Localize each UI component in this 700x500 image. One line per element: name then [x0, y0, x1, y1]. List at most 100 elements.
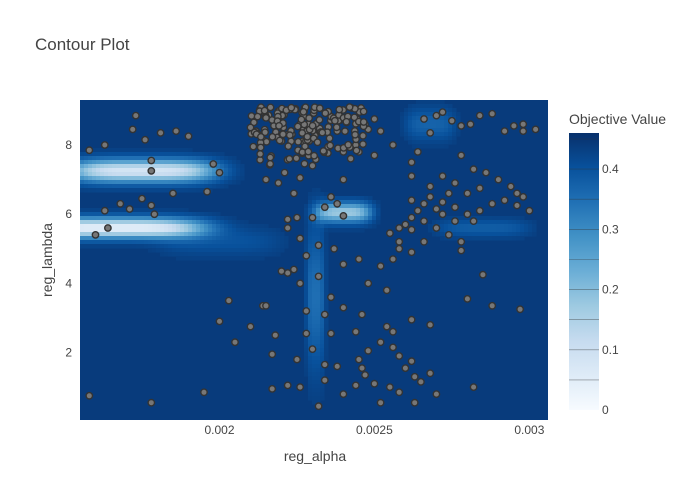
trial-point — [346, 154, 355, 163]
trial-point — [313, 138, 322, 147]
trial-point — [215, 168, 224, 177]
colorbar-tick-label: 0.3 — [602, 222, 619, 236]
trial-point — [341, 127, 349, 136]
trial-point — [531, 125, 540, 134]
trial-point — [444, 189, 453, 198]
trial-point — [395, 224, 404, 232]
trial-point — [293, 355, 301, 364]
trial-point — [296, 279, 304, 288]
trial-point — [141, 135, 150, 144]
trial-point — [100, 206, 109, 215]
trial-point — [128, 125, 137, 134]
trial-point — [432, 224, 441, 232]
trial-point — [359, 118, 368, 126]
trial-point — [321, 109, 330, 118]
trial-point — [297, 115, 306, 124]
trial-point — [253, 112, 262, 121]
trial-point — [426, 369, 435, 378]
colorbar-gradient — [569, 133, 599, 410]
trial-point — [302, 329, 311, 338]
trial-point — [339, 303, 348, 312]
trial-points — [85, 103, 540, 411]
trial-point — [268, 384, 277, 393]
trial-point — [475, 111, 484, 120]
y-tick-label: 6 — [65, 207, 72, 221]
trial-point — [308, 345, 317, 353]
trial-point — [488, 199, 497, 208]
trial-point — [407, 172, 416, 181]
trial-point — [457, 122, 466, 130]
trial-point — [246, 123, 255, 132]
trial-point — [156, 128, 165, 137]
trial-point — [274, 179, 283, 187]
trial-point — [305, 114, 313, 123]
trial-point — [407, 357, 416, 366]
trial-point — [420, 237, 428, 246]
trial-point — [147, 201, 156, 210]
y-tick-label: 2 — [65, 346, 72, 360]
trial-point — [314, 241, 323, 250]
trial-point — [333, 362, 342, 371]
trial-point — [284, 142, 293, 151]
trial-point — [260, 106, 269, 115]
trial-point — [451, 203, 459, 212]
trial-point — [279, 130, 287, 139]
trial-point — [376, 398, 385, 407]
trial-point — [432, 390, 441, 398]
trial-point — [150, 210, 159, 219]
trial-point — [266, 159, 275, 168]
trial-point — [500, 196, 509, 205]
trial-point — [314, 402, 323, 411]
trial-point — [359, 131, 367, 140]
trial-point — [401, 220, 410, 229]
trial-point — [438, 198, 447, 207]
colorbar-tick-label: 0.4 — [602, 162, 619, 176]
trial-point — [407, 158, 416, 167]
trial-point — [283, 269, 292, 277]
trial-point — [91, 230, 100, 239]
trial-point — [410, 398, 419, 407]
trial-point — [358, 364, 366, 372]
trial-point — [413, 147, 422, 156]
trial-point — [426, 182, 435, 191]
trial-point — [351, 130, 359, 139]
trial-point — [457, 237, 466, 246]
trial-point — [138, 194, 146, 203]
trial-point — [420, 199, 428, 208]
trial-point — [285, 154, 294, 163]
trial-point — [271, 331, 280, 340]
trial-point — [410, 372, 419, 381]
trial-point — [104, 224, 112, 232]
x-axis-ticks: 0.002 0.0025 0.003 — [204, 423, 544, 437]
y-axis-title: reg_lambda — [39, 223, 55, 297]
trial-point — [296, 383, 304, 391]
trial-point — [513, 189, 521, 198]
trial-point — [359, 107, 368, 116]
trial-point — [330, 116, 339, 125]
chart-title: Contour Plot — [35, 35, 130, 54]
trial-point — [304, 147, 313, 156]
trial-point — [224, 296, 233, 305]
trial-point — [298, 129, 307, 137]
trial-point — [294, 137, 303, 146]
trial-point — [469, 217, 478, 226]
trial-point — [407, 248, 416, 257]
trial-point — [370, 379, 379, 388]
trial-point — [447, 116, 456, 125]
trial-point — [296, 173, 304, 182]
y-axis-ticks: 2 4 6 8 — [65, 138, 72, 360]
trial-point — [116, 199, 125, 208]
trial-point — [320, 203, 329, 212]
colorbar-title: Objective Value — [569, 111, 666, 127]
trial-point — [342, 117, 351, 126]
trial-point — [500, 127, 509, 136]
trial-point — [382, 286, 391, 295]
trial-point — [420, 115, 428, 123]
trial-point — [200, 388, 208, 397]
trial-point — [300, 159, 309, 168]
x-tick-label: 0.002 — [204, 423, 234, 437]
trial-point — [339, 175, 348, 184]
trial-point — [519, 127, 528, 136]
trial-point — [184, 132, 193, 141]
